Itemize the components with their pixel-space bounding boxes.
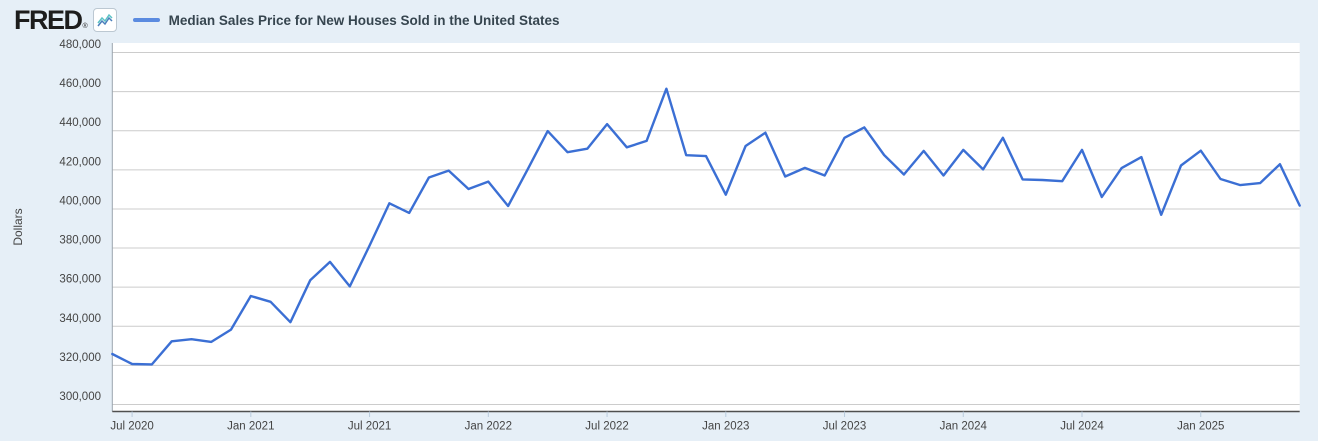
x-axis-tick-label: Jan 2022 <box>465 421 512 433</box>
x-axis-tick-label: Jul 2023 <box>823 421 866 433</box>
x-axis-tick-label: Jan 2025 <box>1177 421 1224 433</box>
x-axis-tick-label: Jan 2023 <box>702 421 749 433</box>
y-axis-tick-label: 400,000 <box>59 195 101 207</box>
y-axis-tick-label: 360,000 <box>59 274 101 286</box>
y-axis-tick-label: 380,000 <box>59 235 101 247</box>
x-axis-tick-label: Jul 2020 <box>110 421 153 433</box>
y-axis-tick-label: 320,000 <box>59 352 101 364</box>
registered-trademark-symbol: ® <box>82 23 88 30</box>
line-chart-icon <box>92 8 117 32</box>
fred-logo-text: FRED <box>14 5 83 35</box>
x-axis-tick-label: Jul 2021 <box>348 421 391 433</box>
y-axis-tick-label: 340,000 <box>59 313 101 325</box>
x-axis-tick-label: Jan 2021 <box>227 421 274 433</box>
y-axis-tick-label: 440,000 <box>59 117 101 129</box>
y-axis-tick-label: 460,000 <box>59 78 101 90</box>
y-axis-tick-label: 420,000 <box>59 156 101 168</box>
chart-title[interactable]: Median Sales Price for New Houses Sold i… <box>168 12 560 28</box>
y-axis-title: Dollars <box>11 208 25 245</box>
y-axis-tick-label: 480,000 <box>59 39 101 51</box>
legend-line-swatch[interactable] <box>132 18 160 22</box>
series-line <box>111 87 1301 366</box>
x-axis-tick-label: Jan 2024 <box>940 421 988 433</box>
plot-area[interactable] <box>112 43 1300 412</box>
x-axis-tick-label: Jul 2022 <box>585 421 628 433</box>
fred-logo[interactable]: FRED ® <box>14 5 88 35</box>
x-axis-tick-label: Jul 2024 <box>1060 421 1104 433</box>
chart-header: FRED ® Median Sales Price for New Houses… <box>14 5 560 35</box>
y-axis-tick-label: 300,000 <box>59 391 101 403</box>
